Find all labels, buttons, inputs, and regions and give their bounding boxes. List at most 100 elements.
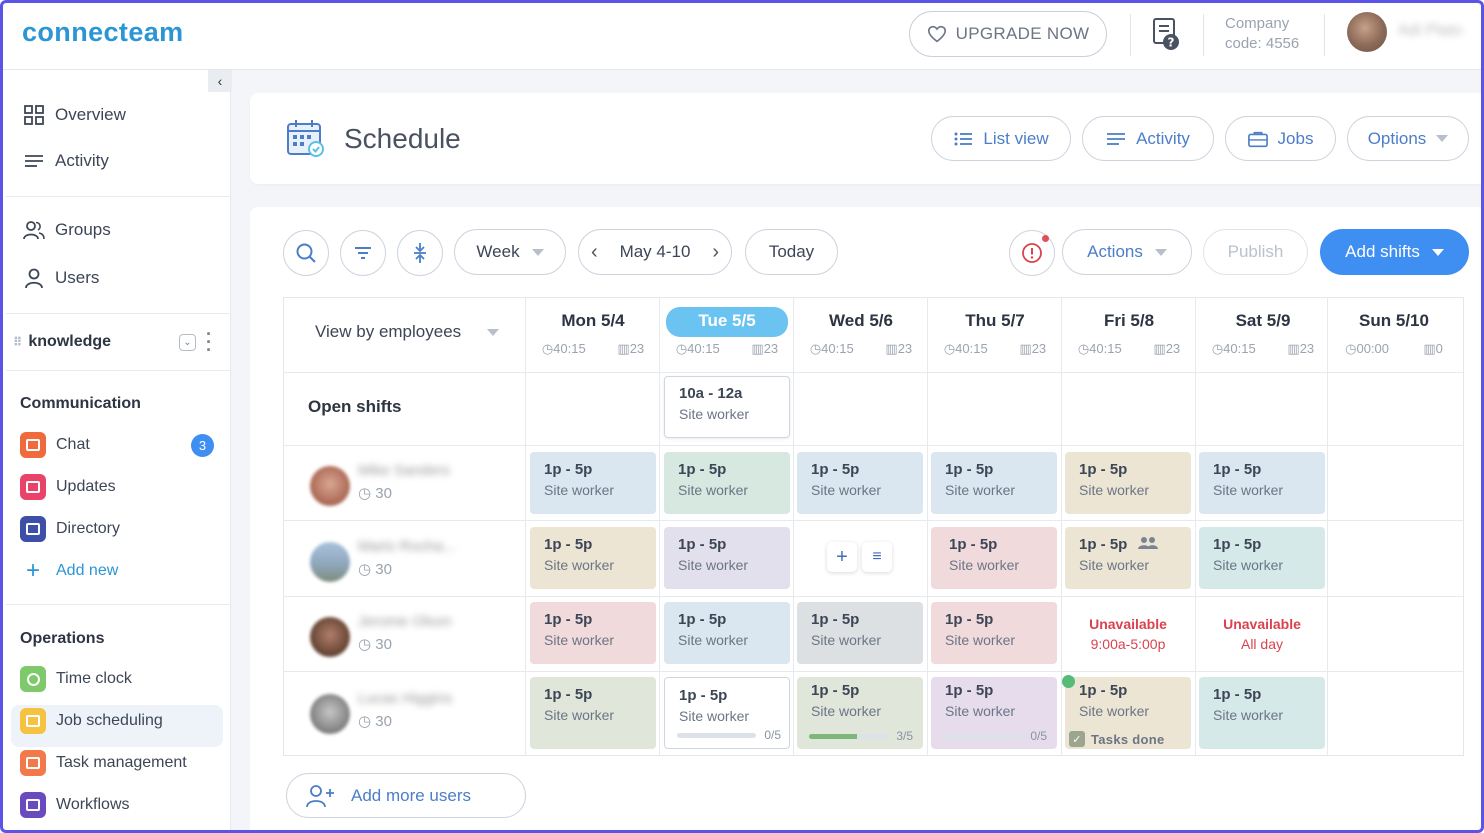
compact-view-button[interactable]: [397, 230, 443, 276]
add-more-users-button[interactable]: Add more users: [286, 773, 526, 818]
period-select[interactable]: Week: [454, 229, 566, 275]
shift-card[interactable]: 1p - 5p Site worker: [530, 602, 656, 664]
shift-card[interactable]: 1p - 5p Site worker: [1199, 452, 1325, 514]
shift-card[interactable]: 1p - 5p Site worker ✓ Tasks done: [1065, 677, 1191, 749]
unavailable-status[interactable]: Unavailable 9:00a-5:00p: [1089, 616, 1167, 652]
employee-row-header[interactable]: Mario Rocha... 30: [310, 536, 520, 596]
page-title: Schedule: [344, 123, 461, 154]
day-header-mon[interactable]: Mon 5/4 40:1523: [526, 307, 660, 357]
list-icon: [954, 132, 973, 145]
more-options-icon[interactable]: · · ·: [206, 324, 212, 360]
shift-card[interactable]: 1p - 5p Site worker: [1199, 527, 1325, 589]
shift-card[interactable]: 1p - 5p Site worker: [931, 602, 1057, 664]
view-by-select[interactable]: View by employees: [315, 322, 500, 342]
shift-card[interactable]: 1p - 5p Site worker 3/5: [797, 677, 923, 749]
avatar: [310, 466, 350, 506]
day-header-fri[interactable]: Fri 5/8 40:1523: [1062, 307, 1196, 357]
user-name[interactable]: Adi Plato: [1398, 22, 1463, 39]
add-shift-button[interactable]: +: [827, 542, 857, 572]
chat-unread-badge: 3: [191, 434, 214, 457]
divider: [1130, 14, 1131, 56]
shift-card[interactable]: 1p - 5p Site worker: [931, 527, 1057, 589]
briefcase-icon: [1247, 131, 1268, 147]
sidebar-item-time-clock[interactable]: Time clock: [20, 664, 132, 694]
upgrade-now-button[interactable]: UPGRADE NOW: [909, 11, 1107, 57]
collapse-sidebar-button[interactable]: ‹: [208, 70, 232, 92]
date-range-label[interactable]: May 4-10: [619, 242, 691, 261]
today-button[interactable]: Today: [745, 229, 838, 275]
today-highlight: Tue 5/5: [666, 307, 788, 337]
actions-dropdown[interactable]: Actions: [1062, 229, 1192, 275]
plus-icon: +: [836, 545, 848, 568]
user-avatar[interactable]: [1347, 12, 1387, 52]
search-icon: [296, 243, 316, 263]
filter-icon: [355, 247, 371, 259]
list-view-button[interactable]: List view: [931, 116, 1071, 161]
shift-template-button[interactable]: ≡: [862, 542, 892, 572]
add-shifts-button[interactable]: Add shifts: [1320, 229, 1469, 275]
sidebar-item-overview[interactable]: Overview: [23, 104, 126, 126]
shift-card[interactable]: 1p - 5p Site worker: [1199, 677, 1325, 749]
divider: [6, 313, 231, 314]
activity-button[interactable]: Activity: [1082, 116, 1214, 161]
shift-card[interactable]: 1p - 5p Site worker: [664, 602, 790, 664]
sidebar-item-groups[interactable]: Groups: [23, 219, 111, 241]
unavailable-status[interactable]: Unavailable All day: [1223, 616, 1301, 652]
filter-button[interactable]: [340, 230, 386, 276]
task-progress: 0/5: [677, 728, 781, 742]
knowledge-section-header[interactable]: ⠿ knowledge: [13, 333, 112, 350]
task-progress: 3/5: [809, 729, 913, 743]
options-dropdown[interactable]: Options: [1347, 116, 1469, 161]
shift-card[interactable]: 1p - 5p Site worker: [797, 602, 923, 664]
chevron-right-icon[interactable]: ›: [712, 240, 719, 263]
sidebar-item-job-scheduling[interactable]: Job scheduling: [20, 706, 163, 736]
drag-handle-icon[interactable]: ⠿: [13, 335, 23, 349]
employee-row-header[interactable]: Jerome Olson 30: [310, 611, 520, 671]
shift-card[interactable]: 1p - 5p Site worker: [530, 452, 656, 514]
help-center-icon[interactable]: ?: [1150, 16, 1182, 52]
shift-card[interactable]: 1p - 5p Site worker: [797, 452, 923, 514]
day-header-wed[interactable]: Wed 5/6 40:1523: [794, 307, 928, 357]
search-button[interactable]: [283, 230, 329, 276]
employee-row-header[interactable]: Lucas Higgins 30: [310, 688, 520, 748]
caret-down-icon: [487, 328, 500, 336]
top-bar: connecteam UPGRADE NOW ? Company code: 4…: [0, 0, 1484, 70]
sidebar-item-directory[interactable]: Directory: [20, 514, 120, 544]
publish-button[interactable]: Publish: [1203, 229, 1308, 275]
task-management-icon: [20, 750, 46, 776]
sidebar-item-workflows[interactable]: Workflows: [20, 790, 130, 820]
lines-icon: [1107, 132, 1126, 145]
add-new-button[interactable]: + Add new: [20, 556, 118, 586]
sidebar-item-task-management[interactable]: Task management: [20, 748, 187, 778]
shift-card[interactable]: 1p - 5p Site worker: [530, 527, 656, 589]
grid-icon: [24, 105, 44, 125]
caret-down-icon: [1431, 248, 1444, 256]
day-header-sun[interactable]: Sun 5/10 00:000: [1328, 307, 1460, 357]
sidebar-item-users[interactable]: Users: [23, 267, 99, 289]
shift-card[interactable]: 1p - 5p Site worker: [664, 527, 790, 589]
divider: [6, 370, 231, 371]
knowledge-expand-toggle[interactable]: ⌄: [179, 334, 196, 351]
avatar: [310, 617, 350, 657]
shift-card[interactable]: 1p - 5p Site worker: [1065, 452, 1191, 514]
day-header-thu[interactable]: Thu 5/7 40:1523: [928, 307, 1062, 357]
sidebar-item-chat[interactable]: Chat: [20, 430, 90, 460]
day-header-tue[interactable]: Tue 5/5 40:1523: [660, 307, 794, 357]
shift-card[interactable]: 1p - 5p Site worker: [530, 677, 656, 749]
shift-card[interactable]: 1p - 5p Site worker: [664, 452, 790, 514]
employee-row-header[interactable]: Mike Sanders 30: [310, 460, 520, 520]
shift-card[interactable]: 1p - 5p Site worker: [931, 452, 1057, 514]
chat-icon: [20, 432, 46, 458]
day-header-sat[interactable]: Sat 5/9 40:1523: [1196, 307, 1330, 357]
open-shift-card[interactable]: 10a - 12a Site worker: [664, 376, 790, 438]
chevron-left-icon[interactable]: ‹: [591, 240, 598, 263]
shift-card[interactable]: 1p - 5p Site worker 0/5: [931, 677, 1057, 749]
sidebar-item-updates[interactable]: Updates: [20, 472, 116, 502]
divider: [6, 196, 231, 197]
shift-card[interactable]: 1p - 5p Site worker: [1065, 527, 1191, 589]
connecteam-logo[interactable]: connecteam: [22, 17, 184, 47]
heart-icon: [927, 25, 946, 43]
sidebar-item-activity[interactable]: Activity: [23, 150, 109, 172]
shift-card[interactable]: 1p - 5p Site worker 0/5: [664, 677, 790, 749]
jobs-button[interactable]: Jobs: [1225, 116, 1336, 161]
